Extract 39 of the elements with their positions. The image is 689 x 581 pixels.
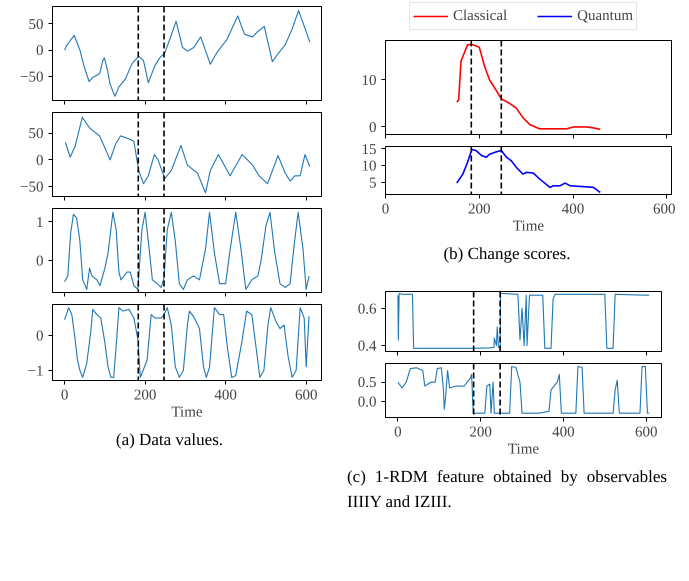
x-tick-label: 400: [562, 202, 584, 218]
y-tick-label: 0: [36, 254, 44, 270]
x-tick-label: 400: [552, 424, 575, 441]
text: (c) 1-RDM feature obtained by observables IIIIY and IZIII.: [347, 466, 667, 513]
y-tick-label: 50: [28, 126, 44, 142]
y-tick-label: 0.6: [358, 302, 377, 318]
y-tick-label: −50: [20, 179, 44, 196]
y-tick-label: 0: [36, 328, 44, 345]
y-tick-label: 50: [28, 16, 44, 33]
x-tick-label: 200: [469, 424, 492, 441]
y-tick-label: 0: [36, 152, 44, 169]
y-tick-label: 0: [369, 120, 376, 136]
x-tick-label: 600: [634, 424, 658, 441]
x-tick-label: 0: [394, 424, 402, 441]
y-tick-label: 10: [362, 72, 376, 89]
y-tick-label: 10: [362, 158, 376, 175]
text: (a) Data values.: [116, 429, 224, 451]
x-tick-label: 600: [653, 202, 676, 218]
y-tick-label: 15: [362, 142, 376, 158]
y-tick-label: 5: [369, 175, 376, 192]
x-axis-title: Time: [512, 218, 544, 234]
x-tick-label: 0: [382, 202, 390, 218]
x-axis-title: Time: [171, 404, 203, 420]
y-tick-label: 0.4: [358, 338, 377, 355]
y-tick-label: 0.0: [358, 394, 376, 411]
y-tick-label: −1: [28, 363, 44, 380]
y-tick-label: 1: [36, 214, 44, 231]
x-tick-label: 0: [60, 388, 68, 404]
y-tick-label: 0: [36, 43, 44, 60]
x-tick-label: 200: [134, 388, 156, 404]
x-axis-title: Time: [508, 442, 540, 458]
legend-label: Classical: [453, 8, 508, 24]
y-tick-label: 0.5: [358, 375, 376, 392]
x-tick-label: 600: [294, 388, 318, 404]
text: (b) Change scores.: [444, 243, 570, 265]
x-tick-label: 400: [214, 388, 237, 404]
x-tick-label: 200: [468, 202, 491, 218]
legend-label: Quantum: [577, 8, 633, 24]
y-tick-label: −50: [20, 69, 44, 86]
